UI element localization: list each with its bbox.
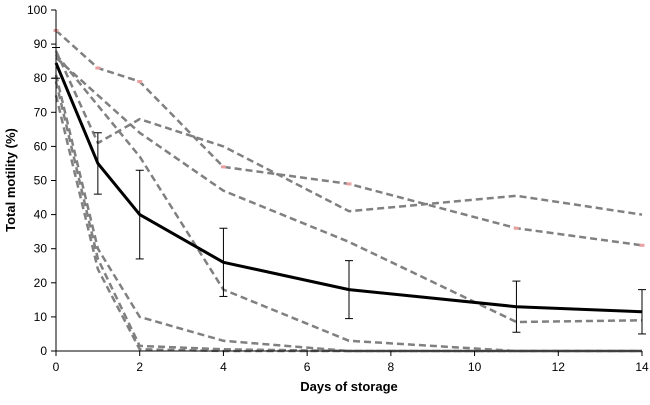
- x-tick-label: 8: [388, 360, 395, 374]
- error-bar: [512, 280, 521, 333]
- error-bar: [93, 132, 102, 195]
- y-tick-label: 90: [34, 37, 48, 51]
- y-ticks: 0 10 20 30 40 50 60 70 80 90 100: [27, 3, 56, 358]
- x-tick-label: 12: [552, 360, 566, 374]
- series-3: [55, 56, 643, 324]
- x-tick-label: 4: [220, 360, 227, 374]
- series-8: [52, 47, 646, 335]
- x-axis-title: Days of storage: [300, 379, 398, 394]
- series-1: [53, 28, 645, 247]
- x-tick-label: 2: [136, 360, 143, 374]
- y-tick-label: 10: [34, 310, 48, 324]
- data-point-marker: [220, 165, 226, 169]
- data-point-marker: [639, 243, 645, 247]
- y-axis-title: Total motility (%): [3, 128, 18, 232]
- error-bar: [345, 260, 353, 320]
- y-tick-label: 80: [34, 71, 48, 85]
- data-point-marker: [137, 80, 143, 84]
- individual-series-line: [54, 50, 643, 216]
- y-tick-label: 30: [34, 242, 48, 256]
- individual-series-line: [54, 95, 642, 353]
- x-tick-label: 10: [468, 360, 482, 374]
- y-tick-label: 40: [34, 208, 48, 222]
- axes: 0 2 4 6 8 10 12 14 0 10 20 30 40 50 60 70 80 90 100: [27, 3, 649, 374]
- individual-series-line: [55, 53, 642, 353]
- y-tick-label: 50: [34, 174, 48, 188]
- data-point-marker: [346, 182, 352, 186]
- data-point-marker: [513, 226, 519, 230]
- y-tick-label: 100: [27, 3, 47, 17]
- individual-series-line: [54, 81, 642, 353]
- error-bar: [135, 169, 144, 260]
- data-point-marker: [95, 66, 101, 70]
- series-6: [54, 81, 642, 353]
- plot-area: [52, 28, 646, 353]
- y-tick-label: 60: [34, 139, 48, 153]
- y-tick-label: 20: [34, 276, 48, 290]
- x-ticks: 0 2 4 6 8 10 12 14: [53, 351, 649, 374]
- x-tick-label: 6: [304, 360, 311, 374]
- error-bar: [638, 289, 646, 335]
- series-4: [55, 53, 642, 353]
- error-bar: [219, 227, 228, 297]
- individual-series-line: [55, 56, 643, 324]
- individual-series-line: [55, 29, 643, 247]
- y-tick-label: 0: [40, 344, 47, 358]
- series-7: [54, 95, 642, 353]
- x-tick-label: 14: [635, 360, 649, 374]
- x-tick-label: 0: [53, 360, 60, 374]
- series-2: [54, 50, 643, 216]
- y-tick-label: 70: [34, 105, 48, 119]
